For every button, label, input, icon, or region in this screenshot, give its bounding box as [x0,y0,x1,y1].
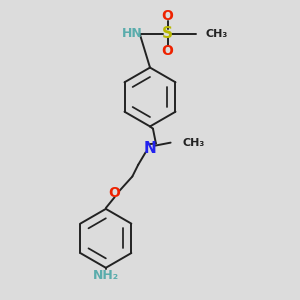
Text: CH₃: CH₃ [182,138,205,148]
Text: CH₃: CH₃ [206,29,228,39]
Text: O: O [162,9,174,23]
Text: S: S [162,26,173,41]
Text: O: O [162,44,174,58]
Text: HN: HN [122,27,143,40]
Text: NH₂: NH₂ [93,268,119,282]
Text: N: N [144,141,156,156]
Text: O: O [109,186,121,200]
